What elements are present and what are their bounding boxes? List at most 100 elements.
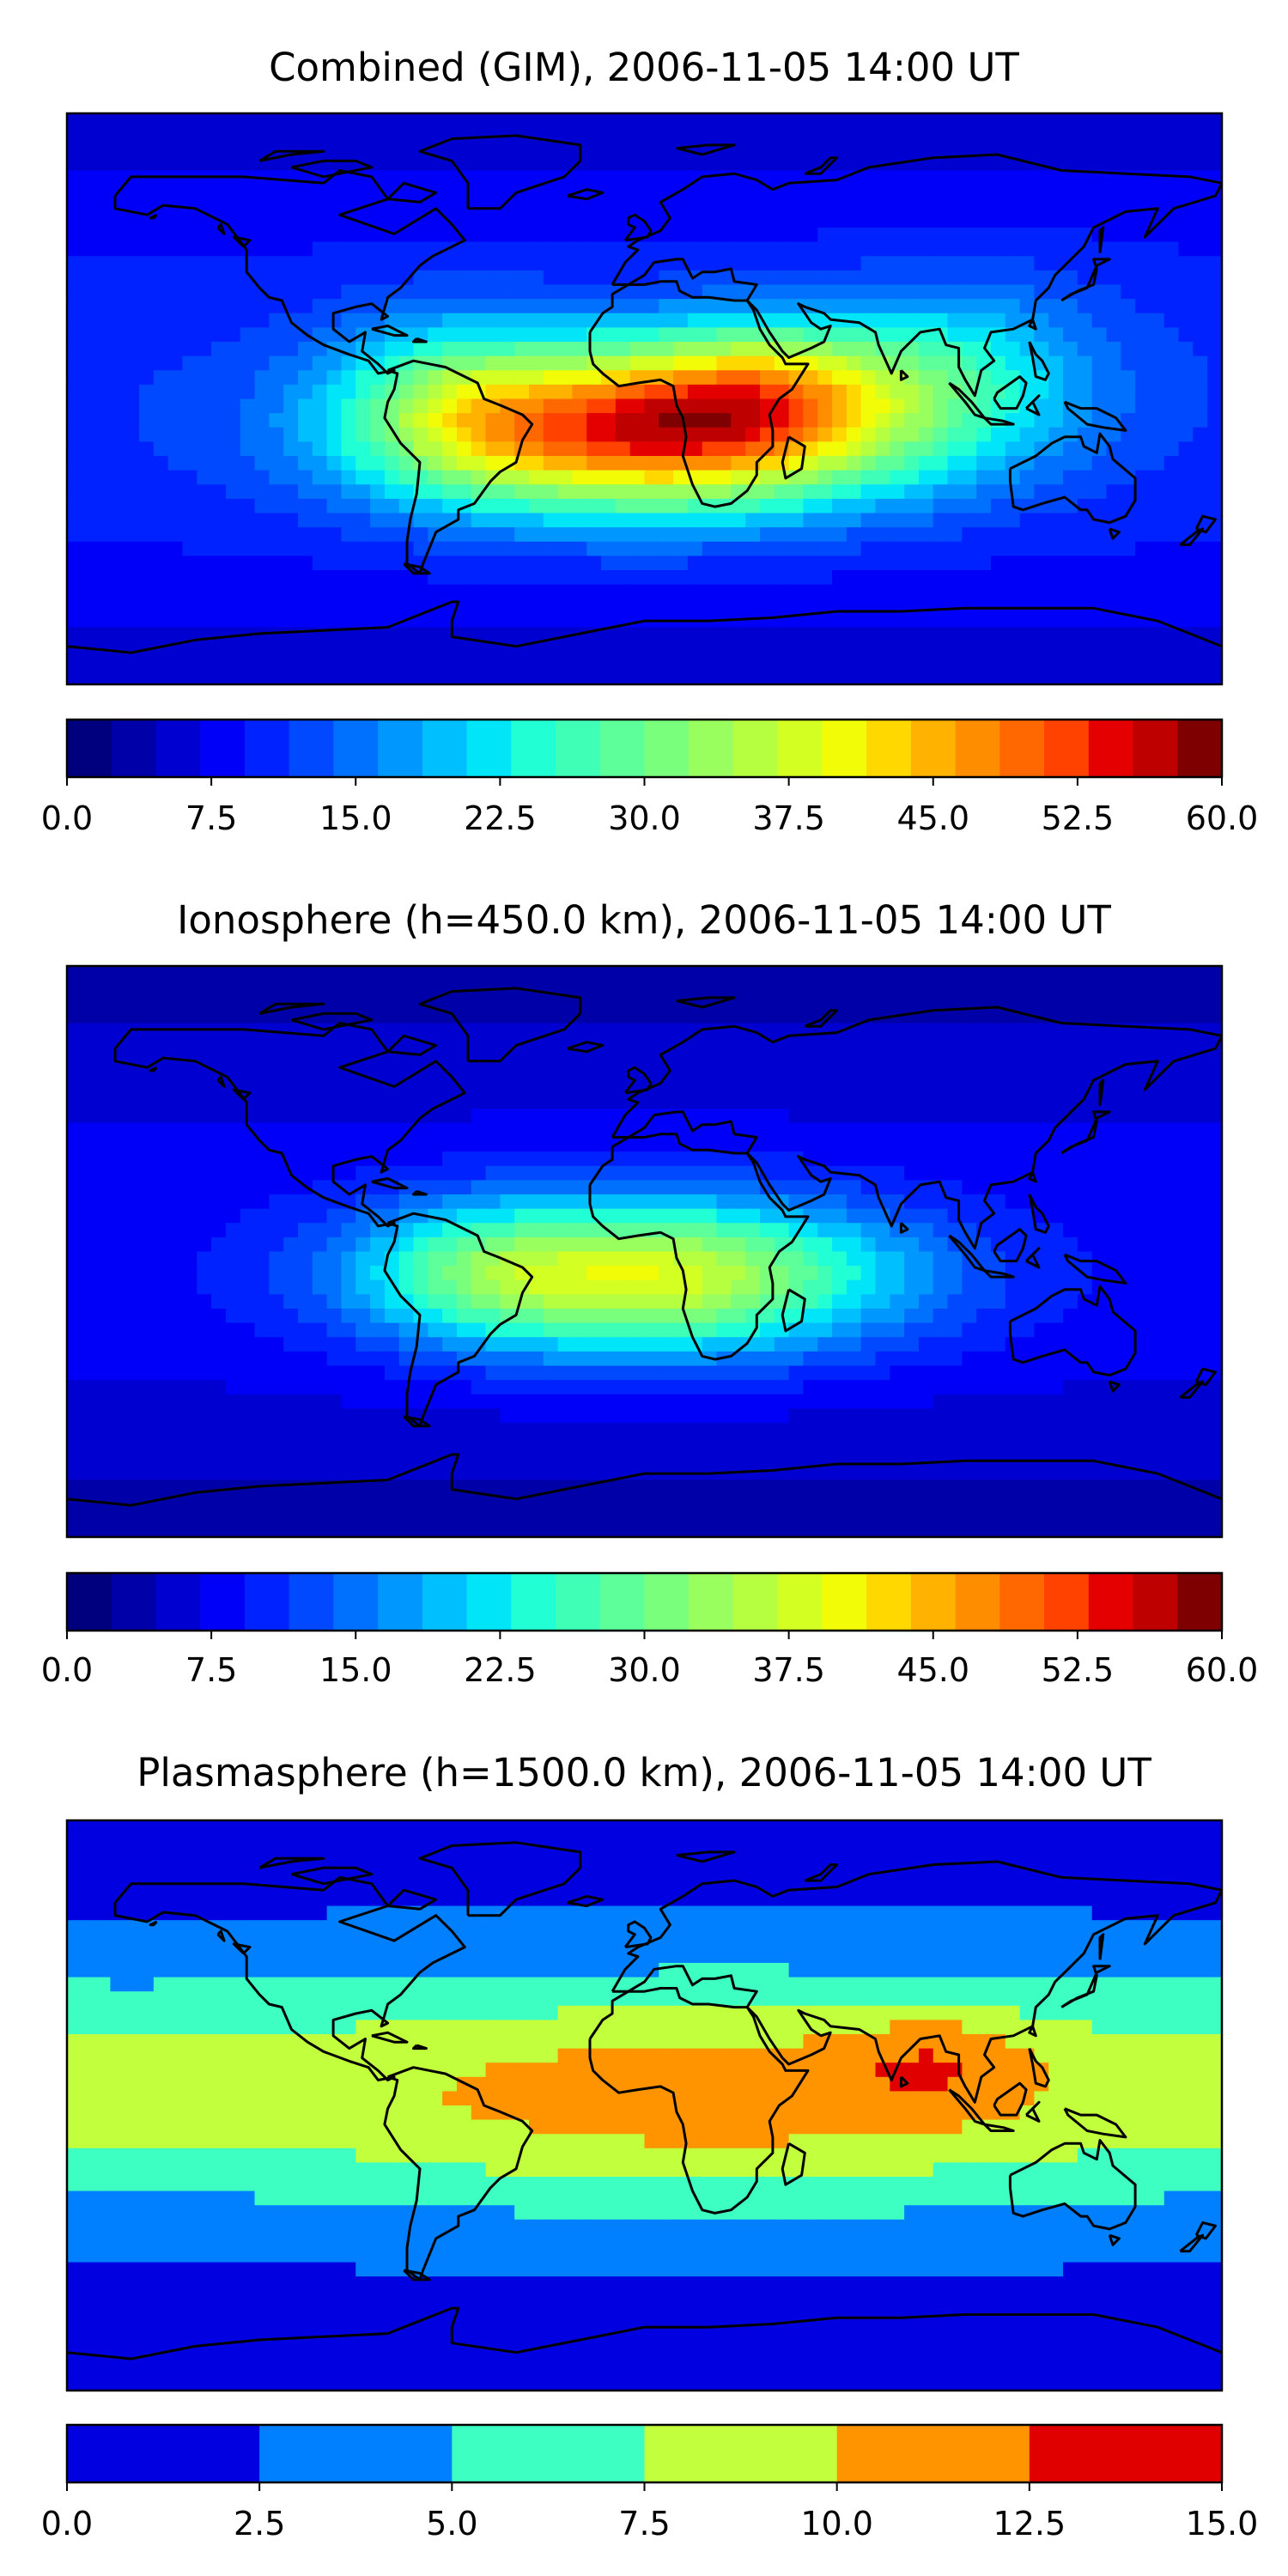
field-cell: [125, 584, 140, 599]
field-cell: [774, 1080, 790, 1096]
field-cell: [1034, 284, 1049, 300]
field-cell: [471, 1208, 487, 1224]
field-cell: [1178, 1037, 1194, 1053]
field-cell: [745, 355, 761, 371]
field-cell: [1106, 384, 1121, 400]
field-cell: [240, 441, 256, 457]
field-cell: [817, 641, 833, 657]
field-cell: [817, 966, 833, 981]
field-cell: [312, 185, 328, 200]
field-cell: [557, 470, 574, 485]
field-cell: [817, 213, 833, 228]
field-cell: [456, 598, 472, 614]
field-cell: [240, 384, 256, 400]
field-cell: [976, 1023, 992, 1038]
field-cell: [225, 556, 241, 571]
field-cell: [283, 170, 299, 185]
field-cell: [1063, 342, 1078, 357]
field-cell: [745, 185, 761, 200]
field-cell: [760, 1223, 775, 1238]
field-cell: [890, 213, 905, 228]
field-cell: [933, 584, 949, 599]
field-cell: [933, 556, 949, 571]
field-cell: [413, 170, 428, 185]
field-cell: [644, 627, 659, 642]
field-cell: [1163, 1080, 1180, 1096]
field-cell: [1207, 370, 1222, 386]
field-cell: [557, 113, 574, 129]
coastline: [1028, 341, 1050, 381]
field-cell: [1149, 670, 1165, 684]
field-cell: [485, 370, 501, 386]
field-cell: [1207, 270, 1222, 286]
field-cell: [1149, 1137, 1165, 1152]
field-cell: [817, 198, 833, 214]
field-cell: [601, 384, 617, 400]
field-cell: [254, 612, 270, 629]
field-cell: [846, 584, 862, 599]
field-cell: [81, 413, 97, 428]
field-cell: [95, 980, 112, 995]
field-cell: [167, 142, 184, 157]
field-cell: [211, 541, 227, 556]
field-cell: [341, 228, 356, 243]
field-cell: [629, 980, 646, 995]
field-cell: [211, 456, 227, 471]
field-cell: [1121, 241, 1136, 257]
field-cell: [875, 470, 890, 485]
field-cell: [384, 527, 400, 543]
field-cell: [991, 641, 1006, 657]
field-cell: [702, 398, 718, 414]
field-cell: [1207, 113, 1222, 129]
field-cell: [543, 1194, 559, 1210]
field-cell: [326, 256, 343, 271]
field-cell: [1077, 541, 1093, 556]
field-cell: [81, 1094, 97, 1109]
field-cell: [629, 142, 646, 157]
field-cell: [586, 256, 602, 271]
field-cell: [67, 1194, 82, 1210]
field-cell: [1178, 484, 1194, 500]
field-cell: [211, 498, 227, 514]
field-cell: [788, 1165, 805, 1181]
field-cell: [557, 327, 574, 343]
field-cell: [615, 1180, 631, 1195]
field-cell: [702, 413, 718, 428]
field-cell: [557, 570, 574, 586]
field-cell: [557, 1094, 574, 1109]
field-cell: [240, 556, 256, 571]
field-cell: [933, 270, 949, 286]
field-cell: [659, 1066, 674, 1081]
field-cell: [413, 1094, 428, 1109]
field-cell: [586, 1051, 602, 1066]
field-cell: [240, 1266, 256, 1281]
field-cell: [529, 1109, 544, 1124]
field-cell: [644, 513, 659, 528]
field-cell: [1135, 655, 1151, 671]
field-cell: [745, 1208, 761, 1224]
field-cell: [572, 641, 587, 657]
field-cell: [95, 541, 112, 556]
field-cell: [471, 198, 487, 214]
coastline: [232, 235, 252, 248]
field-cell: [1063, 355, 1078, 371]
field-cell: [760, 1180, 775, 1195]
field-cell: [673, 655, 689, 671]
field-cell: [1077, 1109, 1093, 1124]
field-cell: [1149, 185, 1165, 200]
field-cell: [81, 484, 97, 500]
field-cell: [211, 1236, 227, 1253]
field-cell: [702, 655, 718, 671]
field-cell: [745, 1194, 761, 1210]
field-cell: [1005, 1208, 1021, 1224]
field-cell: [225, 980, 241, 995]
field-cell: [139, 342, 155, 357]
field-cell: [225, 541, 241, 556]
field-cell: [860, 1194, 877, 1210]
field-cell: [1149, 1194, 1165, 1210]
field-cell: [803, 284, 818, 300]
field-cell: [629, 627, 646, 642]
field-cell: [485, 142, 501, 157]
field-cell: [81, 498, 97, 514]
field-cell: [760, 584, 775, 599]
